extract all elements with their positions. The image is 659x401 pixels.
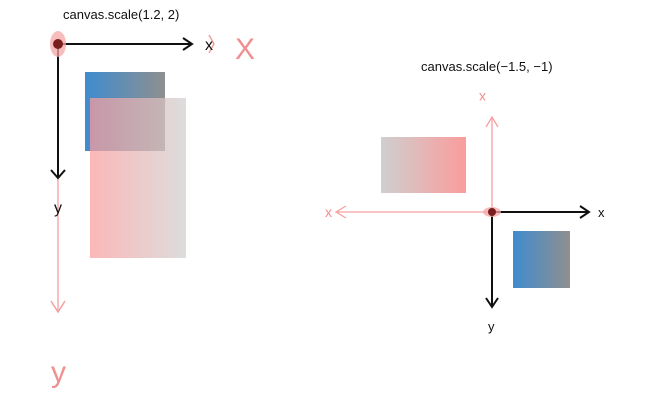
right-scaled-y-arrow-icon: [485, 115, 499, 128]
right-caption: canvas.scale(−1.5, −1): [421, 59, 553, 74]
left-original-x-arrow-icon: [182, 37, 194, 51]
right-scaled-x-label: x: [325, 204, 332, 220]
right-scaled-rect: [381, 137, 466, 193]
left-scaled-y-label: y: [51, 356, 66, 389]
left-scaled-x-label: X: [235, 33, 255, 66]
left-original-y-label: y: [54, 200, 62, 217]
right-scaled-y-label: x: [479, 90, 486, 106]
left-origin-dot: [53, 39, 63, 49]
right-scaled-x-arrow-icon: [334, 205, 347, 219]
left-scaled-x-arrow-icon: [208, 34, 215, 54]
left-scaled-rect: [90, 98, 186, 258]
left-original-y-arrow-icon: [50, 169, 66, 180]
right-original-y-label: y: [488, 319, 495, 334]
left-diagram: canvas.scale(1.2, 2) x y X y: [50, 7, 255, 389]
left-scaled-y-arrow-icon: [50, 300, 66, 314]
right-original-rect: [513, 231, 570, 288]
left-original-x-label: x: [205, 37, 213, 54]
right-diagram: canvas.scale(−1.5, −1) x y x x: [325, 59, 605, 334]
left-caption: canvas.scale(1.2, 2): [63, 7, 179, 22]
right-original-x-label: x: [598, 205, 605, 220]
right-origin-dot: [488, 208, 496, 216]
right-original-x-arrow-icon: [579, 205, 591, 219]
right-original-y-arrow-icon: [485, 297, 499, 309]
